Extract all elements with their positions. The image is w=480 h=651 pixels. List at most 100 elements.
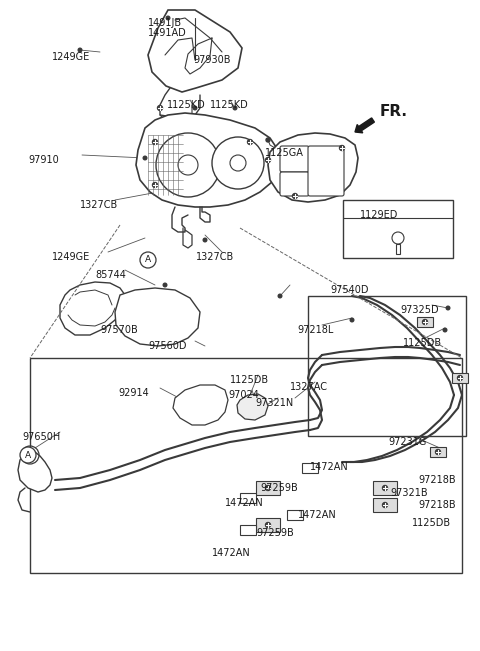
Circle shape	[278, 294, 282, 298]
Text: 97218L: 97218L	[297, 325, 334, 335]
Text: 1491AD: 1491AD	[148, 28, 187, 38]
Text: 85744: 85744	[95, 270, 126, 280]
Circle shape	[193, 106, 197, 110]
Text: 1472AN: 1472AN	[225, 498, 264, 508]
Circle shape	[163, 283, 167, 287]
Bar	[308, 296, 466, 436]
Circle shape	[230, 155, 246, 171]
Text: 1249GE: 1249GE	[52, 52, 90, 62]
Circle shape	[153, 182, 157, 187]
Polygon shape	[115, 288, 200, 346]
Bar	[240, 493, 256, 503]
Polygon shape	[173, 385, 228, 425]
Circle shape	[143, 156, 147, 159]
Circle shape	[383, 503, 387, 508]
Polygon shape	[136, 113, 278, 207]
Circle shape	[248, 139, 252, 145]
Circle shape	[140, 252, 156, 268]
FancyBboxPatch shape	[308, 146, 344, 196]
Circle shape	[157, 105, 163, 111]
Circle shape	[166, 16, 170, 20]
Bar	[343, 200, 453, 258]
Circle shape	[178, 155, 198, 175]
Bar	[373, 481, 397, 495]
Bar	[417, 317, 433, 327]
FancyBboxPatch shape	[280, 172, 309, 196]
Polygon shape	[268, 133, 358, 202]
Text: 97218B: 97218B	[418, 500, 456, 510]
Circle shape	[443, 328, 447, 332]
Text: 1129ED: 1129ED	[360, 210, 398, 220]
Bar	[373, 498, 397, 512]
Circle shape	[392, 232, 404, 244]
Text: 97650H: 97650H	[22, 432, 60, 442]
Circle shape	[212, 137, 264, 189]
Circle shape	[265, 158, 271, 163]
Circle shape	[383, 486, 387, 490]
Circle shape	[156, 133, 220, 197]
Text: 97218B: 97218B	[418, 475, 456, 485]
Circle shape	[292, 193, 298, 199]
Text: 1327CB: 1327CB	[80, 200, 118, 210]
Text: 92914: 92914	[118, 388, 149, 398]
Text: 97910: 97910	[28, 155, 59, 165]
Text: 1125DB: 1125DB	[230, 375, 269, 385]
Circle shape	[266, 138, 270, 142]
Text: 1125KD: 1125KD	[167, 100, 206, 110]
Text: A: A	[27, 450, 33, 460]
Text: 1125DB: 1125DB	[412, 518, 451, 528]
Bar	[430, 447, 446, 457]
Circle shape	[457, 376, 463, 380]
Text: 97540D: 97540D	[330, 285, 369, 295]
Circle shape	[20, 447, 36, 463]
Circle shape	[265, 486, 271, 490]
Circle shape	[265, 523, 271, 527]
Circle shape	[153, 139, 157, 145]
Bar	[452, 373, 468, 383]
Polygon shape	[18, 448, 52, 492]
Text: 97024: 97024	[228, 390, 259, 400]
Text: 1327CB: 1327CB	[196, 252, 234, 262]
Text: 97321B: 97321B	[390, 488, 428, 498]
Bar	[302, 463, 318, 473]
Text: 97560D: 97560D	[148, 341, 187, 351]
Text: FR.: FR.	[380, 105, 408, 120]
Text: 1125DB: 1125DB	[403, 338, 442, 348]
Circle shape	[446, 306, 450, 310]
Circle shape	[78, 48, 82, 52]
Text: 97930B: 97930B	[193, 55, 230, 65]
Text: 1327AC: 1327AC	[290, 382, 328, 392]
Text: A: A	[145, 255, 151, 264]
Polygon shape	[148, 10, 242, 92]
Bar	[240, 525, 256, 535]
Text: 97259B: 97259B	[256, 528, 294, 538]
Circle shape	[203, 238, 207, 242]
FancyArrow shape	[355, 118, 374, 133]
FancyBboxPatch shape	[280, 146, 309, 172]
Text: 1472AN: 1472AN	[310, 462, 349, 472]
Text: 97259B: 97259B	[260, 483, 298, 493]
Text: 1125KD: 1125KD	[210, 100, 249, 110]
Bar	[287, 510, 303, 520]
Bar	[30, 358, 462, 573]
Circle shape	[435, 449, 441, 454]
Text: 97570B: 97570B	[100, 325, 138, 335]
Circle shape	[339, 146, 345, 150]
Text: 1491JB: 1491JB	[148, 18, 182, 28]
Text: 1472AN: 1472AN	[298, 510, 337, 520]
Text: 97325D: 97325D	[400, 305, 439, 315]
Text: A: A	[25, 450, 31, 460]
Circle shape	[233, 106, 237, 110]
Polygon shape	[237, 394, 268, 420]
Bar	[256, 481, 280, 495]
Text: 1472AN: 1472AN	[212, 548, 251, 558]
Bar	[256, 518, 280, 532]
Text: 1249GE: 1249GE	[52, 252, 90, 262]
Text: 97231G: 97231G	[388, 437, 426, 447]
Circle shape	[350, 318, 354, 322]
Polygon shape	[60, 282, 125, 335]
Text: 1125GA: 1125GA	[265, 148, 304, 158]
Circle shape	[422, 320, 428, 324]
Text: 97321N: 97321N	[255, 398, 293, 408]
Bar	[396, 244, 400, 254]
